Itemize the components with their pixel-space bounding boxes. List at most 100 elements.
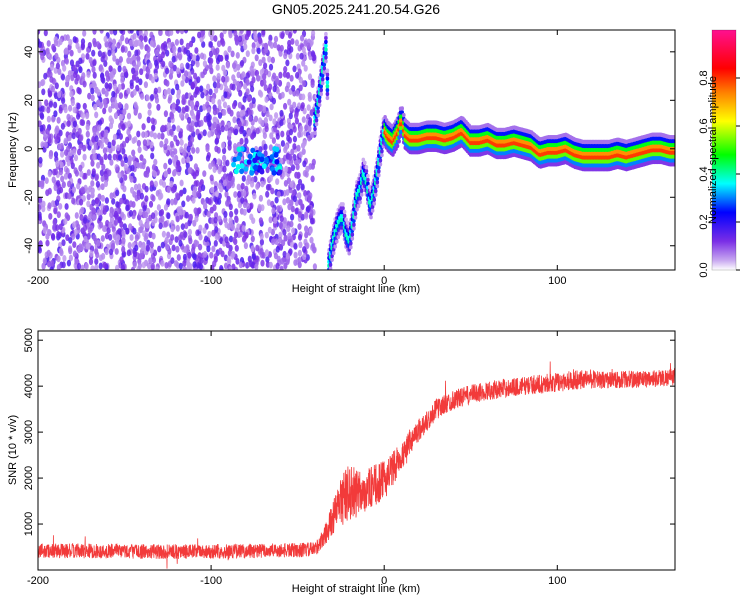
spectrogram-cell <box>285 252 290 260</box>
snr-y-tick-label: 5000 <box>23 328 35 352</box>
spectrogram-cell <box>111 43 116 51</box>
spectrogram-cell <box>186 195 191 202</box>
spectrogram-cell <box>167 158 173 166</box>
spectrogram-cell <box>146 116 151 124</box>
spectrogram-cell <box>251 97 256 104</box>
spectrogram-cell <box>173 198 178 206</box>
spectrogram-cell <box>142 158 147 166</box>
spectrogram-cell <box>168 60 173 68</box>
spectrogram-cell <box>41 262 46 270</box>
spectrogram-trace-cell <box>363 160 367 165</box>
spectrogram-cell <box>208 162 213 170</box>
spectrogram-cell <box>142 139 147 147</box>
spectrogram-cell <box>66 120 71 127</box>
spectrogram-cell <box>137 146 142 154</box>
spectrogram-cell <box>190 120 195 128</box>
spectrogram-cell <box>214 145 219 153</box>
spectrogram-cell <box>127 155 132 162</box>
spectrogram-trace-cell <box>344 217 348 222</box>
spectrogram-cell <box>206 106 212 114</box>
spectrogram-cell <box>280 140 285 147</box>
spectrogram-cell <box>301 93 306 101</box>
spectrogram-cell <box>140 244 145 252</box>
spectrogram-cell <box>224 124 229 132</box>
spectrogram-cell <box>46 228 51 236</box>
spectrogram-cell <box>91 49 96 57</box>
spectrogram-cell <box>124 37 129 45</box>
spectrogram-cell <box>171 124 176 132</box>
spectrogram-cell <box>40 182 45 190</box>
spectrogram-cell <box>61 239 66 247</box>
spectrogram-cell <box>279 44 284 52</box>
spectrogram-cell <box>283 52 288 60</box>
spectrogram-cell <box>297 249 302 257</box>
spectrogram-cell <box>247 109 252 116</box>
snr-y-label: SNR (10 * v/v) <box>7 415 19 485</box>
spectrogram-cell <box>86 200 91 208</box>
spectrogram-cell <box>206 210 211 218</box>
spectrogram-cell <box>255 127 260 135</box>
spectrogram-trace-cell <box>352 226 356 231</box>
spectrogram-cell <box>129 30 134 34</box>
spectrogram-cell <box>172 45 177 53</box>
spectrogram-cell <box>267 183 272 191</box>
spectrogram-cell <box>233 168 239 175</box>
spectrogram-cell <box>227 45 232 53</box>
spectrogram-cell <box>160 124 165 132</box>
snr-y-tick-label: 1000 <box>23 512 35 536</box>
spectrogram-cell <box>75 60 80 68</box>
spectrogram-cell <box>211 245 216 253</box>
spectrogram-cell <box>145 94 150 102</box>
spectrogram-trace-cell <box>397 139 401 144</box>
spectrogram-cell <box>111 198 116 205</box>
spectrogram-cell <box>185 62 190 70</box>
spectrogram-cell <box>265 190 270 198</box>
spectrogram-cell <box>51 43 56 51</box>
spectrogram-cell <box>183 231 188 239</box>
spectrogram-cell <box>208 63 213 70</box>
spectrogram-cell <box>225 159 230 167</box>
spectrogram-cell <box>87 42 92 49</box>
spectrogram-cell <box>170 88 175 96</box>
spectrogram-cell <box>127 50 132 58</box>
spectrogram-cell <box>107 49 112 57</box>
spectrogram-cell <box>170 112 175 120</box>
spectrogram-cell <box>197 133 202 141</box>
spectrogram-cell <box>96 209 101 216</box>
spectrogram-cell <box>158 222 163 230</box>
spectrogram-cell <box>94 264 99 270</box>
spectrogram-cell <box>185 42 190 50</box>
spectrogram-cell <box>207 230 212 238</box>
spectrogram-cell <box>227 130 232 137</box>
spectrogram-cell <box>198 243 203 251</box>
spectrogram-cell <box>169 140 174 148</box>
spectrogram-cell <box>277 169 283 175</box>
snr-x-tick-label: 100 <box>548 575 566 587</box>
spectrogram-cell <box>195 60 200 68</box>
spectrogram-cell <box>171 156 177 164</box>
spectrogram-cell <box>141 123 146 131</box>
spectrogram-trace-cell <box>331 250 336 256</box>
spectrogram-cell <box>240 197 245 204</box>
spectrogram-cell <box>221 75 226 83</box>
spectrogram-cell <box>88 258 94 266</box>
spectrogram-cell <box>64 212 69 220</box>
spectrogram-cell <box>103 60 108 67</box>
snr-frame <box>37 330 676 571</box>
spectrogram-cell <box>69 90 74 98</box>
spectrogram-cell <box>79 170 84 178</box>
spectrogram-cell <box>74 78 79 85</box>
spectrogram-cell <box>307 134 312 142</box>
spectrogram-cell <box>181 200 186 208</box>
spectrogram-cell <box>217 167 222 175</box>
spectrogram-cell <box>120 264 125 270</box>
spectrogram-cell <box>291 85 296 92</box>
spectrogram-cell <box>209 57 214 65</box>
spectrogram-trace-cell <box>373 192 378 197</box>
spectrogram-cell <box>109 30 114 35</box>
spectrogram-cell <box>255 244 260 252</box>
spectrogram-cell <box>188 237 193 245</box>
spectrogram-cell <box>169 128 174 136</box>
spectrogram-cell <box>160 215 165 223</box>
spectrogram-cell <box>71 233 76 241</box>
